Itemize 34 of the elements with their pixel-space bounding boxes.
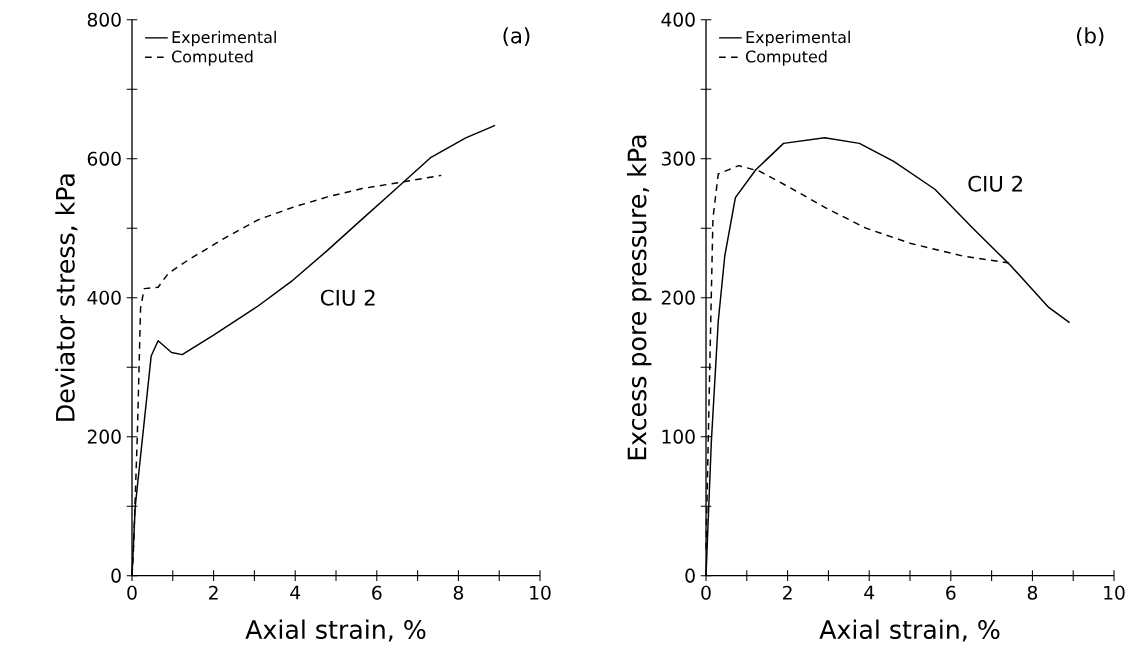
legend-label: Computed: [171, 50, 253, 66]
x-tick-label: 6: [946, 585, 956, 600]
x-axis-title: Axial strain, %: [245, 619, 426, 642]
x-tick-label: 10: [530, 585, 551, 600]
y-tick-label: 0: [685, 568, 695, 583]
legend-label: Computed: [745, 50, 827, 66]
legend-label: Experimental: [746, 30, 850, 47]
x-tick-label: 2: [209, 585, 218, 600]
annotation: (b): [1077, 27, 1104, 47]
y-tick-label: 100: [662, 429, 695, 444]
y-tick-label: 800: [87, 12, 121, 27]
y-tick-label: 400: [661, 12, 695, 27]
x-tick-label: 0: [127, 585, 137, 600]
y-tick-label: 400: [87, 290, 121, 305]
x-tick-label: 8: [1027, 585, 1038, 600]
x-tick-label: 4: [290, 585, 301, 600]
annotation: (a): [503, 27, 530, 47]
y-axis-title: Deviator stress, kPa: [55, 174, 78, 421]
x-tick-label: 4: [864, 585, 875, 600]
x-tick-label: 6: [372, 585, 382, 600]
y-tick-label: 600: [87, 151, 121, 166]
x-tick-label: 0: [701, 585, 711, 600]
y-tick-label: 300: [661, 151, 695, 166]
x-tick-label: 8: [453, 585, 464, 600]
y-tick-label: 200: [661, 290, 695, 305]
annotation: CIU 2: [968, 175, 1023, 192]
y-tick-label: 200: [87, 429, 121, 444]
x-axis-title: Axial strain, %: [819, 619, 1000, 642]
y-axis-title: Excess pore pressure, kPa: [626, 135, 652, 460]
legend-label: Experimental: [172, 30, 276, 47]
annotation: CIU 2: [320, 289, 375, 306]
x-tick-label: 2: [783, 585, 792, 600]
x-tick-label: 10: [1104, 585, 1125, 600]
y-tick-label: 0: [111, 568, 121, 583]
